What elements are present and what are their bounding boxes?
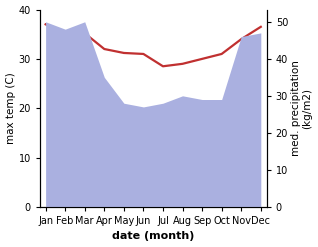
Y-axis label: med. precipitation
(kg/m2): med. precipitation (kg/m2): [291, 60, 313, 156]
Y-axis label: max temp (C): max temp (C): [5, 72, 16, 144]
X-axis label: date (month): date (month): [112, 231, 194, 242]
